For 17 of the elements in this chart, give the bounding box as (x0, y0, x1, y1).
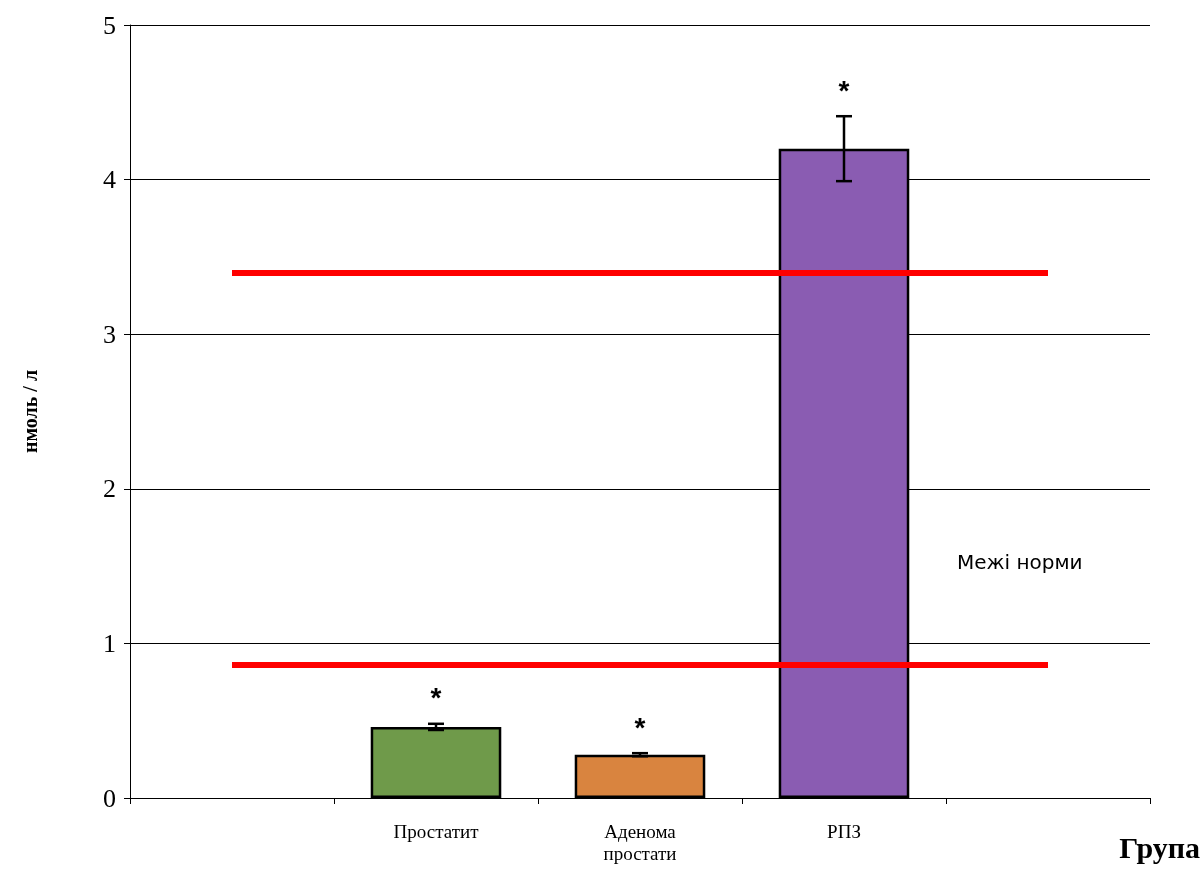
bar (370, 726, 502, 798)
annotation: Межі норми (957, 550, 1083, 574)
y-tick-label: 2 (103, 474, 116, 504)
x-axis-title: Група (1119, 830, 1201, 864)
x-tick-label: РПЗ (827, 820, 861, 842)
y-tick-label: 5 (103, 10, 116, 40)
y-axis-title: нмоль / л (19, 369, 41, 454)
y-tick-label: 1 (103, 628, 116, 658)
x-tick-label: Аденома простати (603, 820, 677, 864)
bar (574, 754, 706, 798)
x-tick-label: Простатит (393, 820, 480, 842)
y-tick-label: 0 (103, 783, 116, 813)
y-tick-label: 4 (103, 165, 116, 195)
annotation: * (430, 682, 442, 714)
y-tick-label: 3 (103, 319, 116, 349)
annotation: * (634, 711, 646, 743)
annotation: * (838, 74, 850, 106)
